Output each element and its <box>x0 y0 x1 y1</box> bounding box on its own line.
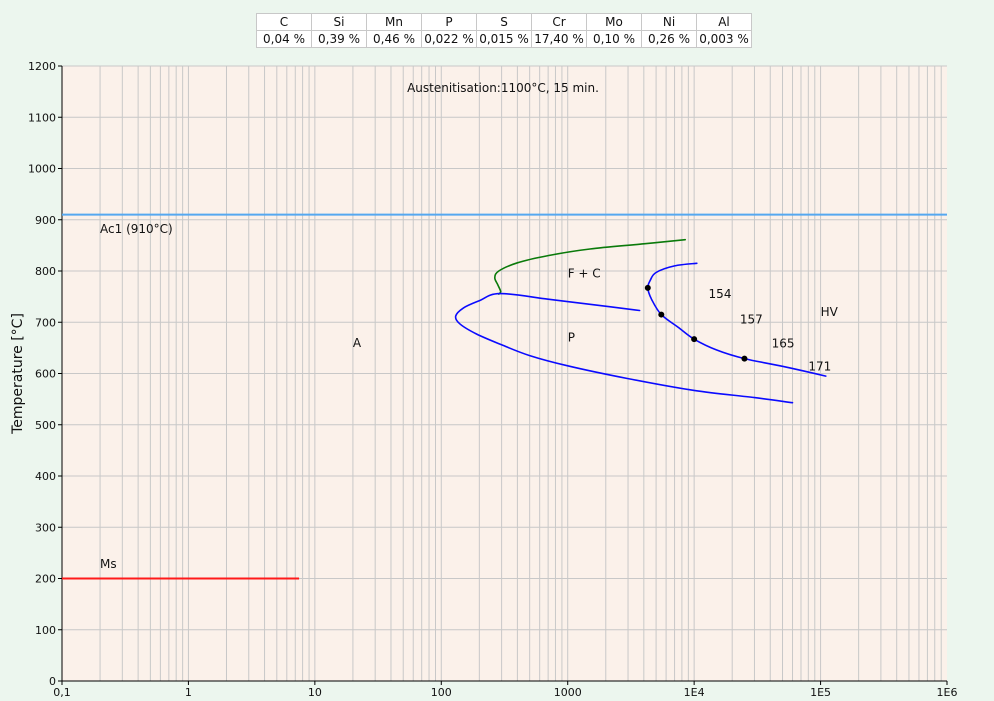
y-tick-label: 100 <box>35 624 56 637</box>
chart-title: Austenitisation:1100°C, 15 min. <box>407 81 599 95</box>
composition-header-row: C Si Mn P S Cr Mo Ni Al <box>256 13 752 31</box>
x-tick-label: 1E5 <box>810 686 831 699</box>
ferrite-carbide-start-curve <box>493 238 686 295</box>
plot-annotation: P <box>568 331 575 345</box>
y-tick-label: 1000 <box>28 163 56 176</box>
plot-annotation: A <box>353 336 362 350</box>
composition-table: C Si Mn P S Cr Mo Ni Al 0,04 % 0,39 % 0,… <box>256 13 752 48</box>
hardness-marker <box>691 336 698 343</box>
x-tick-label: 1000 <box>554 686 582 699</box>
hardness-marker <box>658 311 665 318</box>
y-tick-label: 0 <box>49 675 56 688</box>
element-value: 0,26 % <box>641 30 697 48</box>
composition-value-row: 0,04 % 0,39 % 0,46 % 0,022 % 0,015 % 17,… <box>256 30 752 48</box>
element-value: 17,40 % <box>531 30 587 48</box>
y-tick-label: 200 <box>35 573 56 586</box>
plot-annotation: F + C <box>568 267 601 281</box>
plot-annotation: HV <box>821 305 839 319</box>
x-tick-label: 10 <box>308 686 322 699</box>
pearlite-start-curve <box>454 292 794 404</box>
element-value: 0,003 % <box>696 30 752 48</box>
x-tick-label: 1E6 <box>937 686 958 699</box>
reference-line-label: Ac1 (910°C) <box>100 222 173 236</box>
y-tick-label: 400 <box>35 470 56 483</box>
x-tick-label: 1E4 <box>684 686 705 699</box>
element-value: 0,015 % <box>476 30 532 48</box>
element-value: 0,46 % <box>366 30 422 48</box>
x-tick-label: 1 <box>185 686 192 699</box>
element-value: 0,022 % <box>421 30 477 48</box>
element-value: 0,39 % <box>311 30 367 48</box>
plot-annotation: 157 <box>740 313 763 327</box>
y-tick-label: 700 <box>35 316 56 329</box>
y-tick-label: 600 <box>35 368 56 381</box>
y-axis-title: Temperature [°C] <box>10 313 26 435</box>
element-value: 0,10 % <box>586 30 642 48</box>
hardness-marker <box>644 284 651 291</box>
hardness-marker <box>741 355 748 362</box>
y-tick-label: 1200 <box>28 60 56 73</box>
y-tick-label: 500 <box>35 419 56 432</box>
reference-line-label: Ms <box>100 557 117 571</box>
y-tick-label: 300 <box>35 521 56 534</box>
plot-annotation: 171 <box>808 359 831 373</box>
y-tick-label: 900 <box>35 214 56 227</box>
plot-annotation: 154 <box>709 287 732 301</box>
y-tick-label: 800 <box>35 265 56 278</box>
hardness-markers <box>644 284 748 362</box>
plot-labels: 154 157 165 171 HV F + C P A <box>353 267 839 374</box>
x-tick-label: 0,1 <box>53 686 71 699</box>
plot-annotation: 165 <box>772 336 795 350</box>
grid <box>62 65 947 681</box>
reference-lines: Ac1 (910°C) Ms <box>62 213 947 580</box>
x-tick-label: 100 <box>431 686 452 699</box>
y-tick-label: 1100 <box>28 111 56 124</box>
